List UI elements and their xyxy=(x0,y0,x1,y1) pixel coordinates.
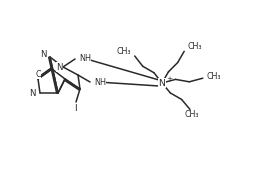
Text: N: N xyxy=(40,50,47,59)
Text: NH: NH xyxy=(79,54,91,62)
Text: N: N xyxy=(30,88,36,98)
Text: CH₃: CH₃ xyxy=(116,47,131,55)
Text: I: I xyxy=(74,103,76,112)
Text: N: N xyxy=(56,62,62,71)
Text: CH₃: CH₃ xyxy=(187,42,202,51)
Text: +: + xyxy=(166,76,172,82)
Text: NH: NH xyxy=(94,78,106,86)
Text: CH₃: CH₃ xyxy=(207,72,221,81)
Text: C: C xyxy=(35,69,41,79)
Text: CH₃: CH₃ xyxy=(185,110,199,119)
Text: N: N xyxy=(159,79,166,88)
